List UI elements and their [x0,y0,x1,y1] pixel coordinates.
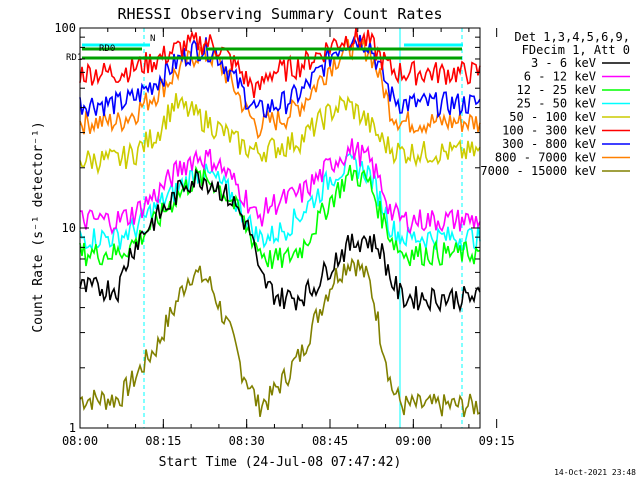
series-line [79,27,481,99]
series-line [79,152,481,252]
y-tick-label: 10 [62,221,76,235]
x-tick-label: 08:00 [62,434,98,448]
x-tick-label: 08:15 [145,434,181,448]
legend-header-line-1: Det 1,3,4,5,6,9, [514,30,630,44]
series-line [79,168,481,314]
plot-area: RD0 RD1 N 1 10 100 08:00 08:15 08:30 08:45 09:00 09… [54,21,514,448]
legend-label: 7000 - 15000 keV [480,164,596,178]
legend-label: 300 - 800 keV [502,137,596,151]
legend-label: 3 - 6 keV [531,56,596,70]
x-tick-label: 09:15 [479,434,515,448]
series-line [79,34,481,119]
flag-label-rd0: RD0 [99,44,115,54]
series-line [79,93,481,176]
flag-label-rd1: RD1 [66,53,82,63]
y-axis-label: Count Rate (s⁻¹ detector⁻¹) [31,121,46,332]
flag-bars: RD0 RD1 N [66,34,463,63]
y-tick-label: 100 [54,21,76,35]
legend-label: 50 - 100 keV [509,110,596,124]
x-tick-label: 09:00 [395,434,431,448]
x-tick-label: 08:45 [312,434,348,448]
flag-label-n: N [150,34,155,44]
legend-header-line-2: FDecim 1, Att 0 [522,43,630,57]
legend-label: 100 - 300 keV [502,124,596,138]
series-line [79,33,481,140]
x-tick-label: 08:30 [229,434,265,448]
legend-label: 6 - 12 keV [524,70,596,84]
y-tick-label: 1 [69,421,76,435]
legend-label: 800 - 7000 keV [495,151,596,165]
timestamp: 14-Oct-2021 23:48 [554,468,636,477]
chart-title: RHESSI Observing Summary Count Rates [117,5,442,23]
x-axis-label: Start Time (24-Jul-08 07:47:42) [159,455,402,470]
series-line [79,257,481,418]
series-line [79,138,481,236]
legend-label: 12 - 25 keV [517,83,596,97]
legend-label: 25 - 50 keV [517,97,596,111]
